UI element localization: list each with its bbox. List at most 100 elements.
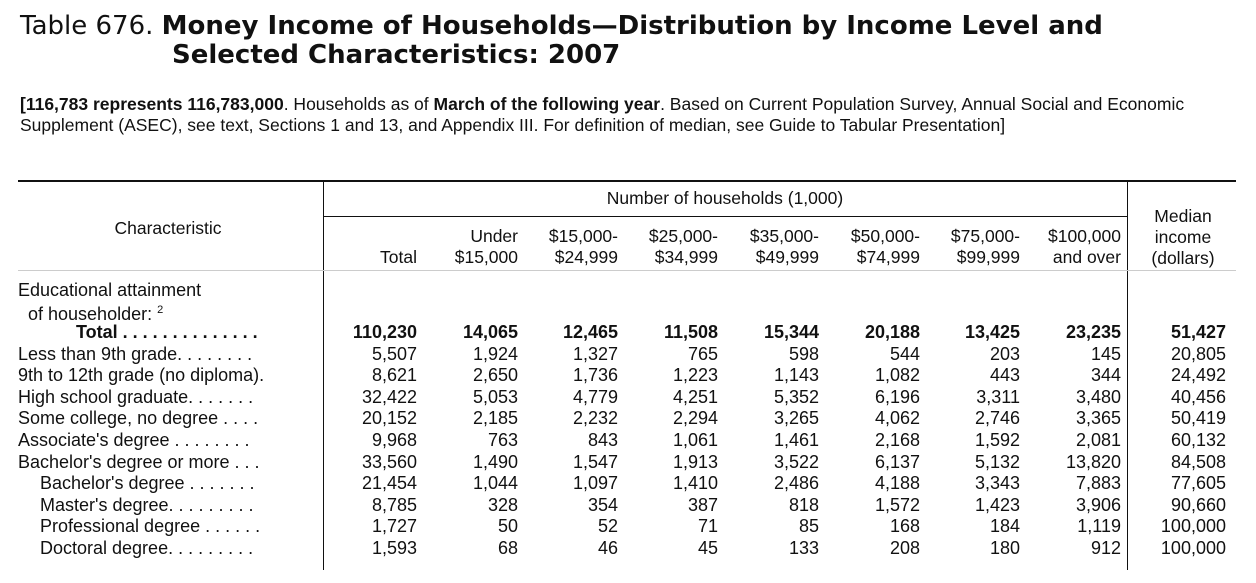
table-cell: 1,736 <box>572 365 618 386</box>
table-cell: 180 <box>989 538 1020 558</box>
column-header-line: $24,999 <box>554 247 618 267</box>
table-cell: 2,746 <box>974 408 1020 429</box>
table-cell: 203 <box>989 343 1020 364</box>
column-header-line: $25,000- <box>648 226 718 246</box>
row-label: 9th to 12th grade (no diploma). <box>18 365 265 386</box>
table-cell: 100,000 <box>1160 538 1226 558</box>
table-cell: 1,924 <box>472 343 518 364</box>
column-header-line: Under <box>470 226 518 246</box>
table-cell: 71 <box>697 516 718 537</box>
table-cell: 1,143 <box>773 365 819 386</box>
table-cell: 8,785 <box>371 494 417 515</box>
median-header-line-1: Median <box>1154 206 1212 226</box>
table-cell: 3,906 <box>1075 494 1121 515</box>
column-header-line: and over <box>1052 247 1121 267</box>
median-header-line-3: (dollars) <box>1151 248 1215 268</box>
row-label: Some college, no degree . . . . <box>18 408 259 429</box>
table-cell: 1,547 <box>572 451 618 472</box>
row-label: Doctoral degree. . . . . . . . . <box>40 538 254 558</box>
table-cell: 11,508 <box>663 322 718 342</box>
table-cell: 6,137 <box>874 451 920 472</box>
column-header-line: $35,000- <box>749 226 819 246</box>
table-cell: 3,522 <box>773 451 819 472</box>
table-cell: 110,230 <box>352 322 417 342</box>
table-cell: 3,343 <box>974 473 1020 494</box>
table-cell: 4,779 <box>572 386 618 407</box>
table-cell: 544 <box>889 343 920 364</box>
column-header-line: $50,000- <box>850 226 920 246</box>
row-label: Master's degree. . . . . . . . . <box>40 494 254 515</box>
table-cell: 763 <box>487 430 518 450</box>
table-cell: 90,660 <box>1170 494 1226 515</box>
row-label: Bachelor's degree or more . . . <box>18 451 260 472</box>
table-cell: 6,196 <box>874 386 920 407</box>
table-cell: 208 <box>889 538 920 558</box>
table-cell: 84,508 <box>1170 451 1226 472</box>
table-cell: 5,053 <box>472 386 518 407</box>
table-top-rule <box>18 180 1236 182</box>
table-cell: 40,456 <box>1170 386 1226 407</box>
table-cell: 20,805 <box>1170 343 1226 364</box>
table-cell: 2,185 <box>472 408 518 429</box>
table-cell: 3,265 <box>773 408 819 429</box>
note-text-2: . Based on Current Population Survey, An… <box>20 94 1185 135</box>
table-cell: 2,168 <box>874 430 920 450</box>
table-cell: 2,081 <box>1075 430 1121 450</box>
column-header-line: $34,999 <box>654 247 718 267</box>
row-label: Professional degree . . . . . . <box>40 516 261 537</box>
households-spanner: Number of households (1,000) <box>606 188 844 208</box>
table-cell: 1,119 <box>1077 516 1121 537</box>
table-cell: 5,352 <box>773 386 819 407</box>
column-header-line: $75,000- <box>950 226 1020 246</box>
column-header-5: $50,000- $74,999 <box>820 226 920 268</box>
table-cell: 51,427 <box>1170 322 1226 342</box>
table-cell: 184 <box>989 516 1020 537</box>
spanner-rule <box>323 216 1127 217</box>
table-cell: 145 <box>1090 343 1121 364</box>
table-cell: 4,188 <box>874 473 920 494</box>
table-cell: 843 <box>587 430 618 450</box>
table-cell: 12,465 <box>562 322 618 342</box>
table-cell: 50 <box>497 516 518 537</box>
table-cell: 24,492 <box>1170 365 1226 386</box>
column-header-0: Total <box>317 247 417 268</box>
table-cell: 3,365 <box>1075 408 1121 429</box>
table-cell: 328 <box>487 494 518 515</box>
table-cell: 1,327 <box>572 343 618 364</box>
table-cell: 5,132 <box>974 451 1020 472</box>
table-cell: 7,883 <box>1075 473 1121 494</box>
table-cell: 85 <box>798 516 819 537</box>
table-cell: 1,044 <box>472 473 518 494</box>
table-cell: 15,344 <box>763 322 819 342</box>
header-bottom-rule <box>18 270 1236 271</box>
table-cell: 1,490 <box>472 451 518 472</box>
table-cell: 1,727 <box>371 516 417 537</box>
table-cell: 1,592 <box>974 430 1020 450</box>
table-cell: 133 <box>788 538 819 558</box>
table-cell: 168 <box>889 516 920 537</box>
footnote-marker: 2 <box>157 304 164 316</box>
table-cell: 14,065 <box>462 322 518 342</box>
table-cell: 1,097 <box>572 473 618 494</box>
table-cell: 3,480 <box>1075 386 1121 407</box>
table-cell: 2,650 <box>472 365 518 386</box>
table-cell: 4,251 <box>672 386 718 407</box>
column-header-7: $100,000 and over <box>1021 226 1121 268</box>
column-header-3: $25,000- $34,999 <box>618 226 718 268</box>
median-header-line-2: income <box>1154 227 1212 247</box>
column-header-line: $100,000 <box>1048 226 1121 246</box>
column-header-line: $15,000 <box>454 247 518 267</box>
column-header-2: $15,000- $24,999 <box>518 226 618 268</box>
title-line-2: Selected Characteristics: 2007 <box>172 40 621 70</box>
table-cell: 1,593 <box>371 538 417 558</box>
table-cell: 23,235 <box>1065 322 1121 342</box>
characteristic-header: Characteristic <box>114 218 222 238</box>
column-header-line: $99,999 <box>956 247 1020 267</box>
note-bold-1: [116,783 represents 116,783,000 <box>20 94 284 114</box>
note-bold-2: March of the following year <box>433 94 661 114</box>
row-label: Less than 9th grade. . . . . . . . <box>18 343 253 364</box>
table-cell: 443 <box>989 365 1020 386</box>
column-header-6: $75,000- $99,999 <box>920 226 1020 268</box>
column-header-line: $49,999 <box>755 247 819 267</box>
table-cell: 1,913 <box>672 451 718 472</box>
